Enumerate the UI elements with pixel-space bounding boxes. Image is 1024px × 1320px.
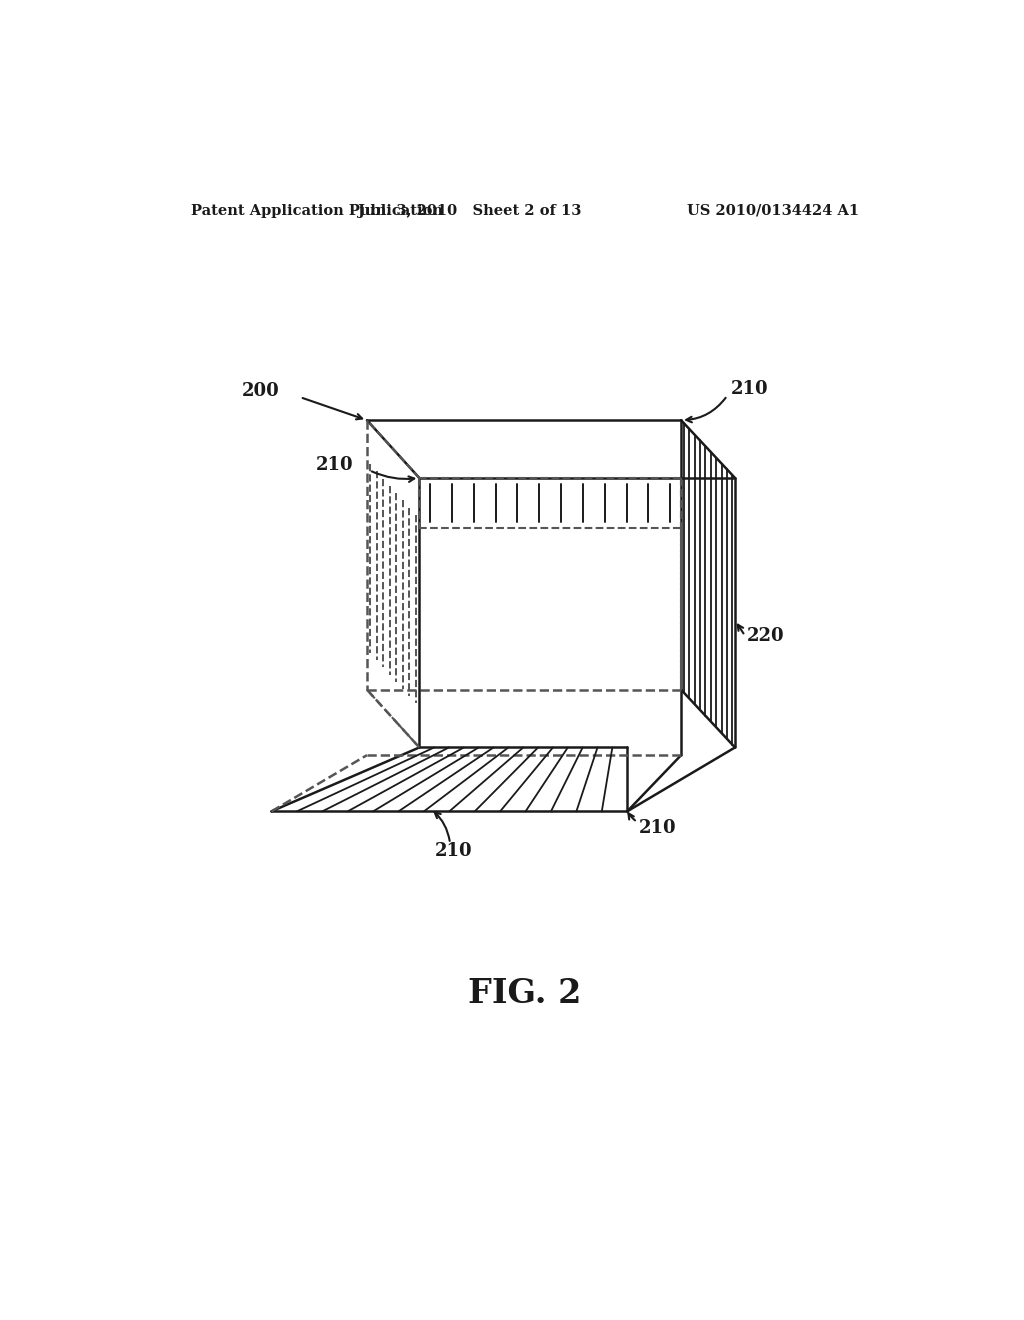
Text: 220: 220 bbox=[746, 627, 784, 644]
Text: Jun. 3, 2010   Sheet 2 of 13: Jun. 3, 2010 Sheet 2 of 13 bbox=[357, 203, 581, 218]
Text: US 2010/0134424 A1: US 2010/0134424 A1 bbox=[687, 203, 859, 218]
Text: FIG. 2: FIG. 2 bbox=[468, 977, 582, 1010]
Text: 210: 210 bbox=[639, 820, 677, 837]
Text: 200: 200 bbox=[242, 381, 280, 400]
Text: Patent Application Publication: Patent Application Publication bbox=[190, 203, 442, 218]
Text: 210: 210 bbox=[731, 380, 769, 399]
Text: 210: 210 bbox=[316, 455, 354, 474]
Text: 210: 210 bbox=[435, 842, 473, 861]
